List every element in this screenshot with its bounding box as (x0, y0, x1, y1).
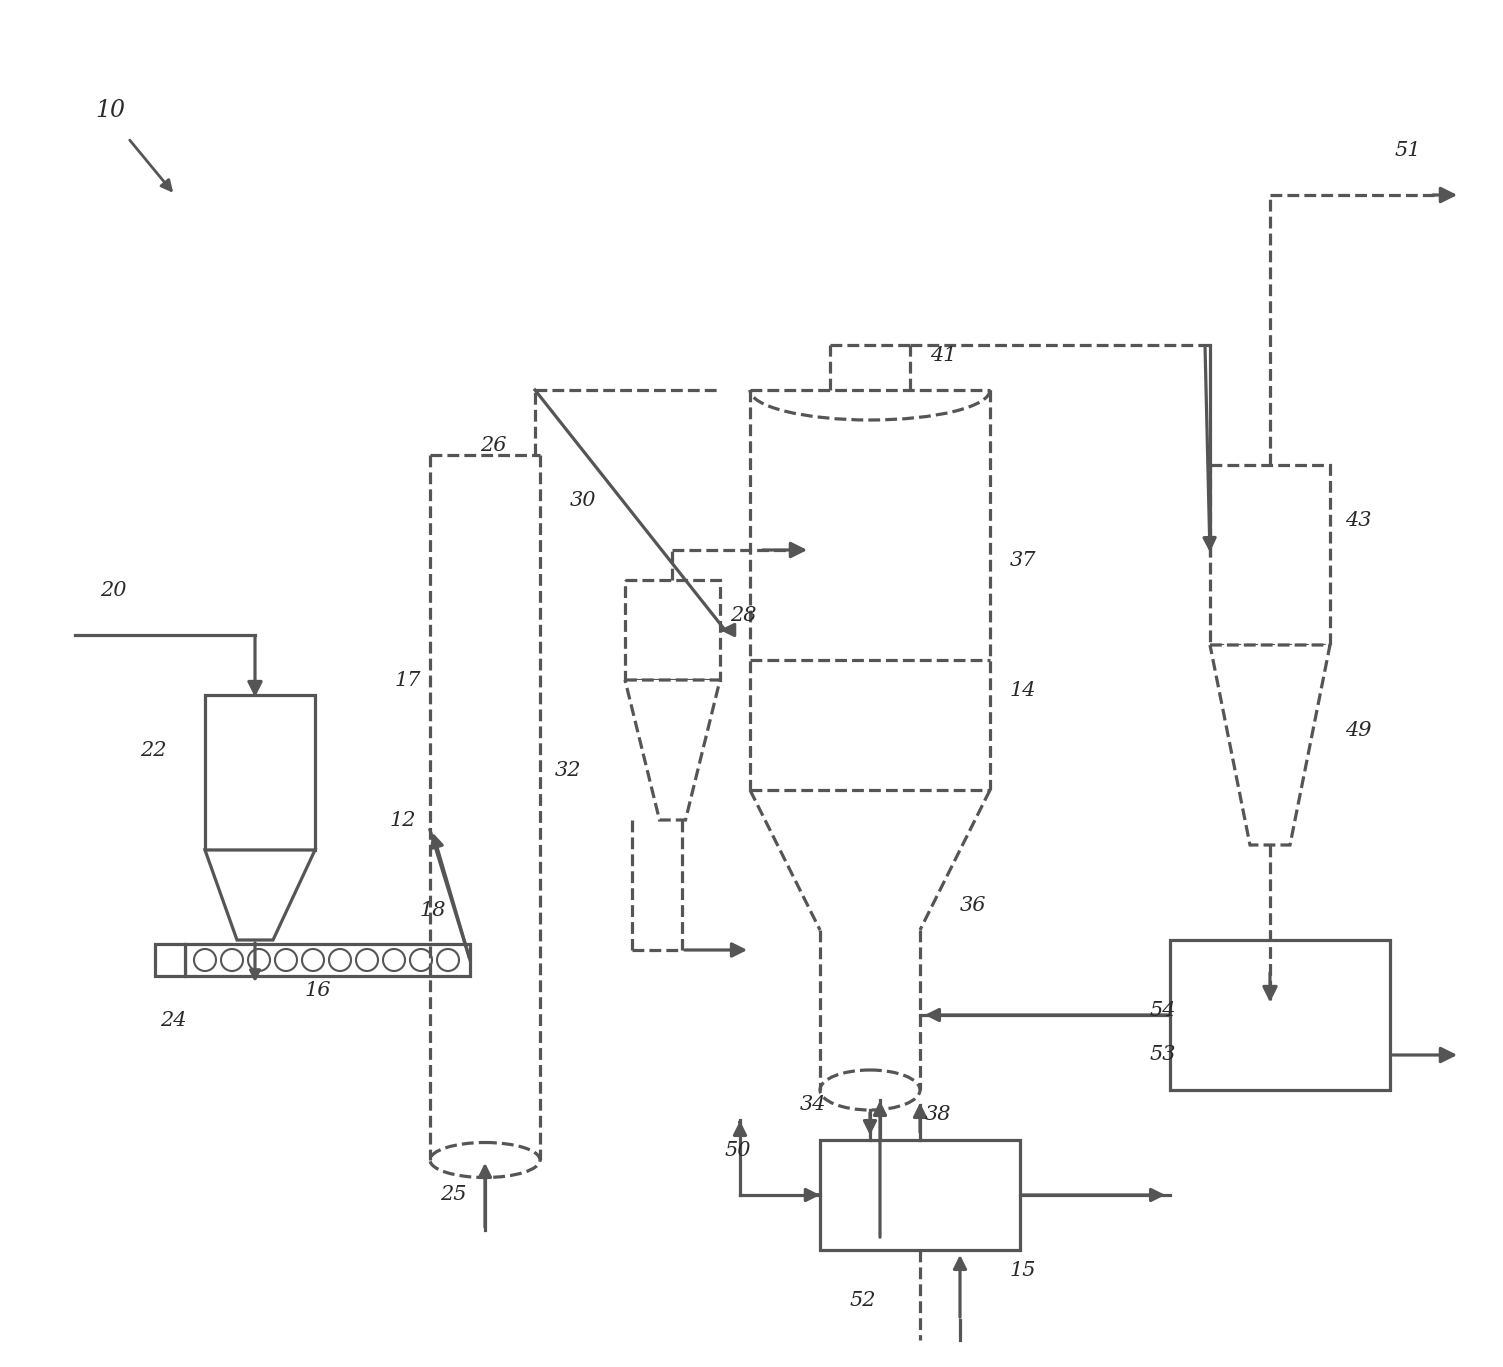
Circle shape (194, 949, 216, 971)
Text: 38: 38 (924, 1106, 951, 1125)
Text: 10: 10 (95, 98, 125, 122)
Circle shape (383, 949, 404, 971)
Text: 16: 16 (305, 980, 332, 999)
Text: 26: 26 (479, 436, 507, 454)
Circle shape (275, 949, 298, 971)
Text: 12: 12 (389, 811, 416, 830)
Text: 17: 17 (395, 670, 421, 689)
Bar (1210, 465, 1330, 645)
Text: 28: 28 (730, 606, 756, 625)
Circle shape (437, 949, 458, 971)
Text: 49: 49 (1345, 720, 1372, 740)
Text: 37: 37 (1010, 551, 1037, 570)
Bar (821, 1140, 1021, 1249)
Ellipse shape (821, 1070, 920, 1110)
Bar (1169, 940, 1390, 1089)
Text: 43: 43 (1345, 510, 1372, 529)
Bar (625, 580, 720, 679)
Circle shape (302, 949, 325, 971)
Polygon shape (625, 679, 720, 820)
Bar (185, 945, 470, 976)
Bar (155, 945, 185, 976)
Text: 30: 30 (570, 491, 597, 510)
Circle shape (221, 949, 243, 971)
Circle shape (356, 949, 377, 971)
Text: 18: 18 (419, 901, 446, 920)
Circle shape (248, 949, 271, 971)
Ellipse shape (430, 1143, 540, 1177)
Polygon shape (204, 850, 316, 940)
Text: 52: 52 (851, 1290, 876, 1310)
Text: 25: 25 (440, 1185, 466, 1204)
Text: 41: 41 (930, 346, 956, 365)
Text: 51: 51 (1395, 141, 1422, 160)
Text: 50: 50 (724, 1140, 752, 1159)
Circle shape (329, 949, 352, 971)
Text: 20: 20 (101, 581, 126, 600)
Text: 22: 22 (140, 741, 167, 760)
Text: 24: 24 (159, 1010, 186, 1029)
Bar (204, 694, 316, 850)
Text: 34: 34 (800, 1095, 827, 1114)
Text: 14: 14 (1010, 681, 1037, 700)
Text: 36: 36 (960, 895, 986, 915)
Polygon shape (1210, 645, 1330, 845)
Text: 54: 54 (1150, 1001, 1177, 1020)
Text: 32: 32 (555, 760, 582, 779)
Text: 15: 15 (1010, 1260, 1037, 1280)
Circle shape (410, 949, 431, 971)
Text: 53: 53 (1150, 1046, 1177, 1065)
